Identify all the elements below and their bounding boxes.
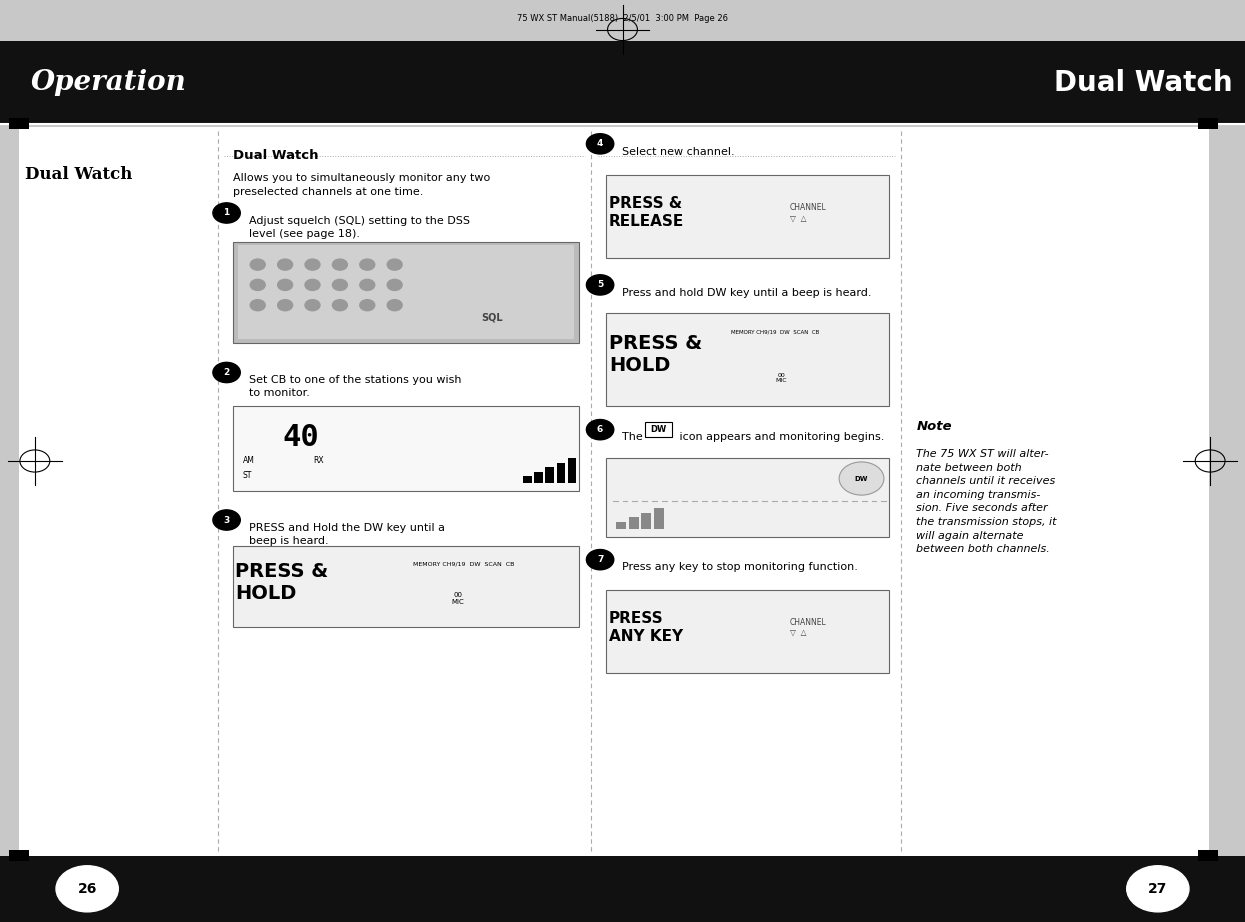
Text: Press and hold DW key until a beep is heard.: Press and hold DW key until a beep is he… (622, 288, 872, 298)
Text: PRESS &
RELEASE: PRESS & RELEASE (609, 196, 684, 229)
Circle shape (278, 279, 293, 290)
Text: The: The (622, 432, 646, 443)
Text: Dual Watch: Dual Watch (25, 166, 132, 183)
Circle shape (586, 420, 614, 440)
Circle shape (387, 259, 402, 270)
Circle shape (213, 362, 240, 383)
Circle shape (305, 300, 320, 311)
Circle shape (586, 134, 614, 154)
Text: Set CB to one of the stations you wish
to monitor.: Set CB to one of the stations you wish t… (249, 375, 462, 398)
Circle shape (278, 300, 293, 311)
Bar (0, 41, 1245, 124)
Bar (545, 467, 554, 483)
Bar (606, 590, 889, 673)
Bar (645, 422, 672, 437)
Bar (629, 517, 639, 529)
Bar (641, 513, 651, 529)
Text: MEMORY CH9/19  DW  SCAN  CB: MEMORY CH9/19 DW SCAN CB (413, 561, 514, 566)
Circle shape (332, 300, 347, 311)
Circle shape (360, 259, 375, 270)
Text: 6: 6 (596, 425, 604, 434)
Text: Dual Watch: Dual Watch (1055, 68, 1233, 97)
Text: icon appears and monitoring begins.: icon appears and monitoring begins. (676, 432, 884, 443)
Bar (606, 313, 889, 406)
Bar (606, 458, 889, 537)
Bar (557, 463, 565, 483)
Text: Press any key to stop monitoring function.: Press any key to stop monitoring functio… (622, 562, 858, 573)
Bar (9, 850, 29, 861)
Text: PRESS
ANY KEY: PRESS ANY KEY (609, 611, 684, 644)
Text: 4: 4 (596, 139, 604, 148)
Circle shape (305, 259, 320, 270)
Bar (534, 472, 543, 483)
Circle shape (839, 462, 884, 495)
Text: Operation: Operation (31, 69, 187, 96)
Text: 3: 3 (223, 515, 230, 525)
Text: 00
MIC: 00 MIC (452, 592, 464, 605)
Text: PRESS &
HOLD: PRESS & HOLD (235, 561, 329, 603)
Text: PRESS &
HOLD: PRESS & HOLD (609, 335, 702, 375)
Circle shape (250, 279, 265, 290)
Text: 1: 1 (223, 208, 230, 218)
Circle shape (56, 866, 118, 912)
Text: 5: 5 (596, 280, 604, 290)
Bar (233, 242, 579, 343)
Bar (238, 245, 574, 339)
Bar (233, 546, 579, 627)
Bar (9, 118, 29, 129)
Circle shape (1127, 866, 1189, 912)
Text: 2: 2 (223, 368, 230, 377)
Text: MEMORY CH9/19  DW  SCAN  CB: MEMORY CH9/19 DW SCAN CB (731, 329, 819, 335)
Text: CHANNEL
▽  △: CHANNEL ▽ △ (791, 618, 827, 637)
Text: DW: DW (650, 425, 667, 434)
Circle shape (305, 279, 320, 290)
Text: CHANNEL
▽  △: CHANNEL ▽ △ (791, 203, 827, 222)
Circle shape (360, 279, 375, 290)
Circle shape (213, 203, 240, 223)
Circle shape (250, 300, 265, 311)
Text: Dual Watch: Dual Watch (233, 149, 319, 162)
Text: PRESS and Hold the DW key until a
beep is heard.: PRESS and Hold the DW key until a beep i… (249, 523, 444, 546)
Bar (523, 476, 532, 483)
Text: 7: 7 (596, 555, 604, 564)
Bar (568, 458, 576, 483)
Circle shape (586, 550, 614, 570)
Circle shape (360, 300, 375, 311)
Circle shape (387, 279, 402, 290)
Bar (1198, 850, 1218, 861)
Text: 75 WX ST Manual(5188)  2/5/01  3:00 PM  Page 26: 75 WX ST Manual(5188) 2/5/01 3:00 PM Pag… (517, 14, 728, 23)
Bar (1198, 118, 1218, 129)
Bar (0, 856, 1245, 922)
Text: The 75 WX ST will alter-
nate between both
channels until it receives
an incomin: The 75 WX ST will alter- nate between bo… (916, 449, 1057, 554)
Text: DW: DW (855, 476, 868, 481)
Text: ST: ST (243, 471, 253, 479)
Circle shape (332, 259, 347, 270)
Bar (616, 522, 626, 529)
Bar (233, 406, 579, 491)
Circle shape (586, 275, 614, 295)
Text: Select new channel.: Select new channel. (622, 147, 735, 157)
Text: 40: 40 (283, 423, 320, 453)
Circle shape (332, 279, 347, 290)
Text: 26: 26 (77, 881, 97, 896)
Text: AM: AM (243, 456, 255, 466)
Bar (606, 175, 889, 258)
Circle shape (278, 259, 293, 270)
Text: Adjust squelch (SQL) setting to the DSS
level (see page 18).: Adjust squelch (SQL) setting to the DSS … (249, 216, 471, 239)
Text: 00
MIC: 00 MIC (776, 372, 787, 384)
Circle shape (387, 300, 402, 311)
Circle shape (250, 259, 265, 270)
Text: 27: 27 (1148, 881, 1168, 896)
Text: RX: RX (314, 456, 325, 466)
Bar (654, 508, 664, 529)
Text: Note: Note (916, 420, 952, 432)
Circle shape (213, 510, 240, 530)
Text: SQL: SQL (482, 313, 503, 323)
Bar (19, 127, 1209, 856)
Text: Allows you to simultaneously monitor any two
preselected channels at one time.: Allows you to simultaneously monitor any… (233, 173, 491, 196)
